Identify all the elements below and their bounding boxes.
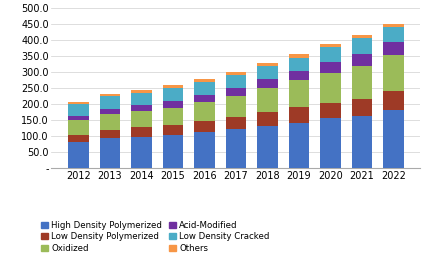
Bar bbox=[194, 132, 214, 168]
Bar bbox=[320, 44, 341, 47]
Bar bbox=[289, 58, 309, 71]
Bar bbox=[131, 93, 152, 105]
Bar bbox=[352, 116, 372, 168]
Bar bbox=[194, 95, 214, 102]
Bar bbox=[226, 75, 246, 88]
Bar bbox=[320, 63, 341, 73]
Bar bbox=[163, 85, 183, 88]
Bar bbox=[163, 88, 183, 101]
Bar bbox=[383, 55, 404, 91]
Bar bbox=[257, 63, 278, 66]
Bar bbox=[289, 71, 309, 80]
Legend: High Density Polymerized, Low Density Polymerized, Oxidized, Acid-Modified, Low : High Density Polymerized, Low Density Po… bbox=[37, 217, 273, 256]
Bar bbox=[131, 137, 152, 168]
Bar bbox=[163, 125, 183, 136]
Bar bbox=[320, 103, 341, 118]
Bar bbox=[194, 121, 214, 132]
Bar bbox=[226, 129, 246, 168]
Bar bbox=[100, 109, 120, 114]
Bar bbox=[194, 79, 214, 82]
Bar bbox=[352, 66, 372, 99]
Bar bbox=[226, 72, 246, 75]
Bar bbox=[131, 111, 152, 127]
Bar bbox=[131, 90, 152, 93]
Bar bbox=[68, 104, 89, 115]
Bar bbox=[100, 130, 120, 138]
Bar bbox=[289, 122, 309, 168]
Bar bbox=[100, 94, 120, 96]
Bar bbox=[68, 142, 89, 168]
Bar bbox=[100, 96, 120, 109]
Bar bbox=[352, 38, 372, 54]
Bar bbox=[320, 73, 341, 103]
Bar bbox=[257, 112, 278, 127]
Bar bbox=[257, 79, 278, 88]
Bar bbox=[352, 54, 372, 66]
Bar bbox=[289, 107, 309, 122]
Bar bbox=[68, 120, 89, 135]
Bar bbox=[163, 108, 183, 125]
Bar bbox=[194, 82, 214, 95]
Bar bbox=[100, 114, 120, 130]
Bar bbox=[131, 105, 152, 111]
Bar bbox=[257, 66, 278, 79]
Bar bbox=[383, 24, 404, 27]
Bar bbox=[68, 102, 89, 104]
Bar bbox=[257, 127, 278, 168]
Bar bbox=[383, 109, 404, 168]
Bar bbox=[383, 27, 404, 42]
Bar bbox=[226, 88, 246, 96]
Bar bbox=[131, 127, 152, 137]
Bar bbox=[226, 117, 246, 129]
Bar bbox=[194, 102, 214, 121]
Bar bbox=[320, 47, 341, 63]
Bar bbox=[226, 96, 246, 117]
Bar bbox=[352, 99, 372, 116]
Bar bbox=[163, 101, 183, 108]
Bar bbox=[257, 88, 278, 112]
Bar bbox=[320, 118, 341, 168]
Bar bbox=[289, 54, 309, 58]
Bar bbox=[383, 91, 404, 109]
Bar bbox=[163, 136, 183, 168]
Bar bbox=[68, 115, 89, 120]
Bar bbox=[352, 35, 372, 38]
Bar bbox=[68, 135, 89, 142]
Bar bbox=[383, 42, 404, 55]
Bar bbox=[100, 138, 120, 168]
Bar bbox=[289, 80, 309, 107]
